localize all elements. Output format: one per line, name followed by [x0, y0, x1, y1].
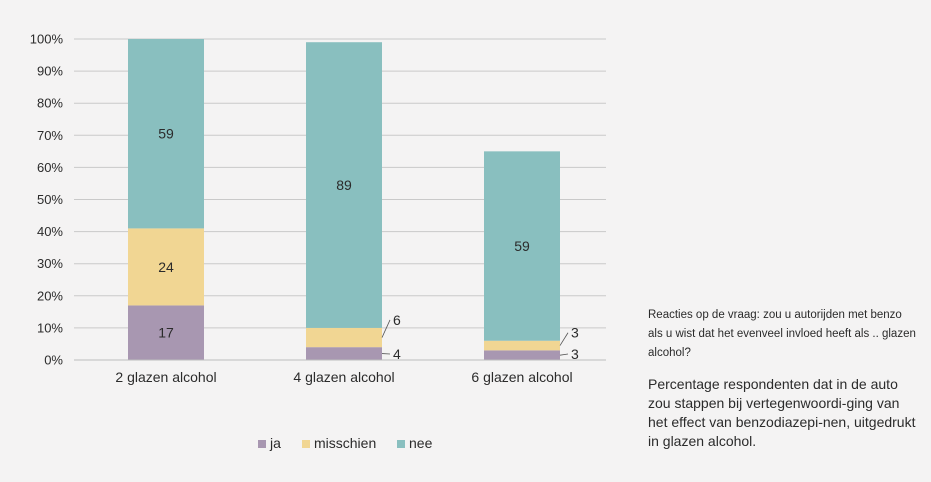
- bar-segment-ja: [484, 350, 560, 360]
- legend: ja misschien nee: [258, 435, 433, 451]
- bar-segment-nee: [128, 39, 204, 229]
- bar-segment-nee: [306, 42, 382, 328]
- data-label-misschien: 3: [571, 325, 579, 341]
- data-label-nee: 59: [158, 126, 174, 142]
- data-label-leader: [559, 332, 569, 346]
- legend-label-ja: ja: [269, 435, 281, 451]
- x-axis: 2 glazen alcohol 4 glazen alcohol 6 glazen…: [74, 359, 606, 385]
- bar-segment-nee: [484, 151, 560, 341]
- data-label-ja: 17: [158, 325, 174, 341]
- data-label-misschien: 24: [158, 259, 174, 275]
- legend-label-misschien: misschien: [314, 435, 376, 451]
- data-label-nee: 89: [336, 177, 352, 193]
- legend-label-nee: nee: [409, 435, 433, 451]
- legend-swatch-nee: [397, 440, 405, 448]
- y-tick-label: 50%: [37, 192, 63, 207]
- y-tick-label: 70%: [37, 128, 63, 143]
- data-label-leader: [381, 319, 391, 338]
- data-label-ja: 4: [393, 346, 401, 362]
- chart-question-caption: Reacties op de vraag: zou u autorijden m…: [648, 309, 916, 359]
- legend-swatch-ja: [258, 440, 266, 448]
- y-tick-label: 40%: [37, 224, 63, 239]
- data-label-ja: 3: [571, 346, 579, 362]
- bar-segment-ja: [128, 305, 204, 360]
- x-category-label: 2 glazen alcohol: [115, 369, 216, 385]
- x-category-label: 4 glazen alcohol: [293, 369, 394, 385]
- data-label-nee: 59: [514, 238, 530, 254]
- x-category-label: 6 glazen alcohol: [471, 369, 572, 385]
- bars: 17 24 59 4 6 89 3 3 59: [128, 39, 579, 362]
- legend-swatch-misschien: [302, 440, 310, 448]
- y-tick-label: 90%: [37, 64, 63, 79]
- bar-segment-misschien: [306, 327, 382, 348]
- y-tick-label: 100%: [30, 32, 64, 47]
- data-label-misschien: 6: [393, 312, 401, 328]
- bar-segment-ja: [306, 347, 382, 360]
- y-tick-label: 10%: [37, 320, 63, 335]
- data-label-leader: [559, 353, 569, 356]
- y-axis: 0% 10% 20% 30% 40% 50% 60% 70% 80% 90% 100%: [30, 32, 64, 368]
- y-tick-label: 0%: [44, 353, 63, 368]
- y-tick-label: 60%: [37, 160, 63, 175]
- chart-description-caption: Percentage respondenten dat in de auto z…: [648, 376, 916, 449]
- bar-segment-misschien: [484, 340, 560, 351]
- bar-segment-misschien: [128, 228, 204, 306]
- y-tick-label: 30%: [37, 256, 63, 271]
- y-tick-label: 20%: [37, 288, 63, 303]
- y-tick-label: 80%: [37, 96, 63, 111]
